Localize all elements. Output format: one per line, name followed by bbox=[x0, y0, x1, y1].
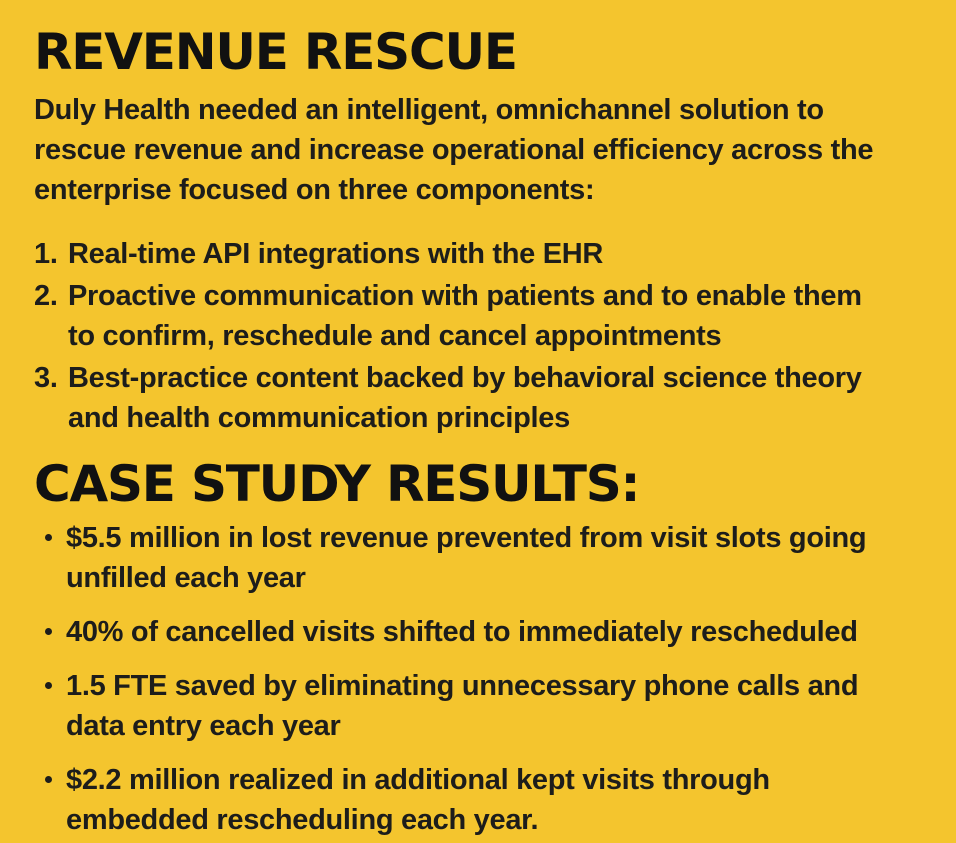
numbered-list-item: 1. Real-time API integrations with the E… bbox=[34, 234, 916, 274]
components-numbered-list: 1. Real-time API integrations with the E… bbox=[34, 234, 916, 438]
bullet-list-item: 1.5 FTE saved by eliminating unnecessary… bbox=[34, 666, 916, 746]
bullet-dot-icon bbox=[45, 534, 52, 541]
item-text: $5.5 million in lost revenue prevented f… bbox=[66, 522, 867, 594]
bullet-dot-icon bbox=[45, 682, 52, 689]
bullet-list-item: 40% of cancelled visits shifted to immed… bbox=[34, 612, 916, 652]
item-text: Proactive communication with patients an… bbox=[68, 280, 862, 352]
bullet-list-item: $5.5 million in lost revenue prevented f… bbox=[34, 518, 916, 598]
bullet-dot-icon bbox=[45, 628, 52, 635]
case-study-results-title: CASE STUDY RESULTS: bbox=[34, 455, 641, 513]
item-text: 1.5 FTE saved by eliminating unnecessary… bbox=[66, 670, 859, 742]
bullet-list-item: $2.2 million realized in additional kept… bbox=[34, 760, 916, 840]
results-bullet-list: $5.5 million in lost revenue prevented f… bbox=[34, 518, 916, 840]
item-text: $2.2 million realized in additional kept… bbox=[66, 764, 770, 836]
revenue-rescue-title: REVENUE RESCUE bbox=[34, 23, 518, 81]
bullet-dot-icon bbox=[45, 776, 52, 783]
item-text: 40% of cancelled visits shifted to immed… bbox=[66, 616, 858, 648]
item-text: Real-time API integrations with the EHR bbox=[68, 238, 604, 270]
intro-paragraph: Duly Health needed an intelligent, omnic… bbox=[34, 94, 874, 206]
item-number: 2. bbox=[34, 280, 58, 312]
item-number: 1. bbox=[34, 238, 58, 270]
item-text: Best-practice content backed by behavior… bbox=[68, 362, 862, 434]
numbered-list-item: 2. Proactive communication with patients… bbox=[34, 276, 916, 356]
numbered-list-item: 3. Best-practice content backed by behav… bbox=[34, 358, 916, 438]
item-number: 3. bbox=[34, 362, 58, 394]
